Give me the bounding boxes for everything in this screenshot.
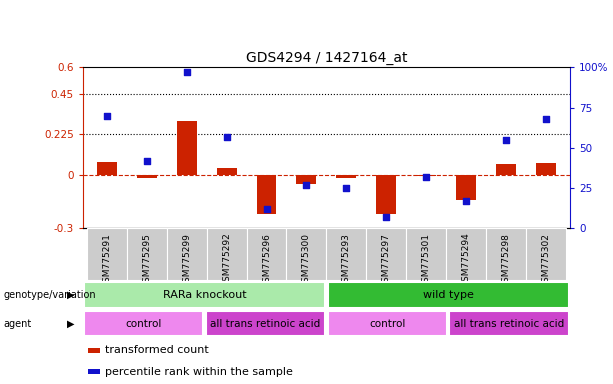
Bar: [84, 282, 326, 308]
Bar: [536, 163, 556, 175]
Bar: [327, 228, 367, 280]
Text: control: control: [369, 318, 406, 329]
Text: RARa knockout: RARa knockout: [163, 290, 246, 300]
Bar: [406, 228, 446, 280]
Point: [421, 174, 431, 180]
Bar: [376, 175, 397, 214]
Bar: [367, 228, 406, 280]
Text: GSM775291: GSM775291: [102, 233, 111, 288]
Bar: [84, 311, 204, 336]
Bar: [446, 228, 486, 280]
Point: [462, 198, 471, 204]
Text: GSM775294: GSM775294: [462, 233, 471, 287]
Bar: [337, 175, 356, 178]
Point: [381, 214, 391, 220]
Bar: [177, 121, 197, 175]
Point: [501, 137, 511, 143]
Point: [262, 206, 272, 212]
Bar: [246, 228, 286, 280]
Text: agent: agent: [3, 318, 31, 329]
Bar: [207, 228, 246, 280]
Bar: [327, 311, 447, 336]
Point: [102, 113, 112, 119]
Text: GSM775301: GSM775301: [422, 233, 431, 288]
Text: GSM775296: GSM775296: [262, 233, 271, 288]
Point: [541, 116, 551, 122]
Bar: [216, 167, 237, 175]
Text: GSM775292: GSM775292: [222, 233, 231, 287]
Bar: [167, 228, 207, 280]
Bar: [88, 369, 100, 374]
Bar: [526, 228, 566, 280]
Bar: [456, 175, 476, 200]
Bar: [486, 228, 526, 280]
Text: GSM775302: GSM775302: [542, 233, 550, 288]
Text: transformed count: transformed count: [105, 345, 208, 355]
Bar: [327, 282, 569, 308]
Text: wild type: wild type: [423, 290, 474, 300]
Point: [302, 182, 311, 188]
Text: all trans retinoic acid: all trans retinoic acid: [210, 318, 321, 329]
Point: [222, 134, 232, 140]
Text: GSM775300: GSM775300: [302, 233, 311, 288]
Text: GSM775293: GSM775293: [342, 233, 351, 288]
Bar: [88, 348, 100, 353]
Text: GSM775295: GSM775295: [142, 233, 151, 288]
Bar: [297, 175, 316, 184]
Point: [341, 185, 351, 191]
Point: [142, 158, 151, 164]
Bar: [286, 228, 327, 280]
Bar: [496, 164, 516, 175]
Bar: [449, 311, 569, 336]
Text: percentile rank within the sample: percentile rank within the sample: [105, 367, 292, 377]
Text: GSM775298: GSM775298: [501, 233, 511, 288]
Point: [181, 69, 191, 75]
Bar: [87, 228, 127, 280]
Bar: [127, 228, 167, 280]
Bar: [256, 175, 276, 214]
Text: ▶: ▶: [67, 290, 74, 300]
Text: GSM775297: GSM775297: [382, 233, 391, 288]
Text: ▶: ▶: [67, 318, 74, 329]
Text: GSM775299: GSM775299: [182, 233, 191, 288]
Text: control: control: [126, 318, 162, 329]
Title: GDS4294 / 1427164_at: GDS4294 / 1427164_at: [246, 51, 407, 65]
Text: genotype/variation: genotype/variation: [3, 290, 96, 300]
Text: all trans retinoic acid: all trans retinoic acid: [454, 318, 565, 329]
Bar: [137, 175, 157, 178]
Bar: [206, 311, 326, 336]
Bar: [97, 162, 116, 175]
